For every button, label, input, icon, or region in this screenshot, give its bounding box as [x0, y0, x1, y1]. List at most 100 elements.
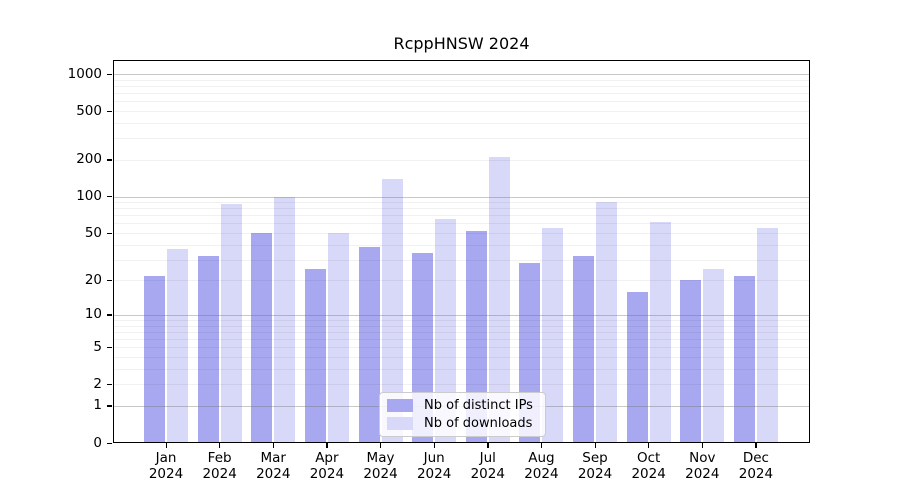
minor-gridline [114, 325, 809, 327]
x-tick-label: Dec 2024 [724, 450, 788, 482]
x-tick-label: May 2024 [349, 450, 413, 482]
x-tick-label: Sep 2024 [563, 450, 627, 482]
minor-gridline [114, 101, 809, 103]
y-tick-label: 1 [93, 397, 102, 414]
x-tick [219, 443, 221, 448]
y-tick-label: 20 [84, 271, 102, 288]
bar-downloads-oct [649, 221, 671, 443]
legend-label-distinct-ips: Nb of distinct IPs [424, 398, 533, 413]
x-tick-label: Feb 2024 [188, 450, 252, 482]
bar-downloads-jun [435, 219, 457, 443]
x-tick-year: 2024 [202, 465, 237, 482]
bar-downloads-aug [542, 228, 564, 443]
y-tick-label: 100 [76, 188, 102, 205]
y-tick [107, 196, 112, 198]
minor-gridline [114, 138, 809, 140]
major-gridline [114, 314, 809, 316]
x-tick-year: 2024 [416, 465, 452, 482]
y-tick [107, 383, 112, 386]
major-gridline [114, 74, 809, 76]
bar-downloads-jul [488, 157, 510, 443]
bar-downloads-feb [220, 203, 242, 443]
x-tick-month: Mar [260, 450, 286, 466]
x-tick [648, 443, 650, 448]
x-tick [701, 443, 704, 448]
minor-gridline [114, 111, 809, 113]
bar-downloads-mar [274, 196, 296, 443]
y-tick-label: 500 [76, 102, 102, 119]
x-tick-month: Jan [155, 450, 177, 466]
bar-distinct-ips-feb [197, 256, 219, 443]
y-tick [107, 314, 112, 316]
x-tick [487, 443, 489, 448]
minor-gridline [114, 357, 809, 359]
legend-label-downloads: Nb of downloads [424, 416, 533, 431]
x-tick-label: Jun 2024 [402, 450, 466, 482]
minor-gridline [114, 223, 809, 225]
x-tick-month: Jun [423, 450, 445, 466]
y-tick-label: 200 [76, 151, 102, 168]
bar-distinct-ips-oct [626, 291, 648, 443]
x-tick-year: 2024 [685, 465, 720, 482]
bar-distinct-ips-jul [465, 230, 487, 443]
minor-gridline [114, 331, 809, 333]
x-tick [755, 443, 757, 448]
minor-gridline [114, 122, 809, 124]
x-tick-year: 2024 [148, 465, 184, 482]
x-tick-month: Sep [582, 450, 608, 466]
bar-distinct-ips-nov [680, 280, 702, 443]
x-tick-month: Aug [528, 450, 555, 466]
x-tick [433, 443, 435, 448]
x-tick-month: Apr [315, 450, 339, 466]
y-tick-label: 1000 [67, 65, 102, 82]
major-gridline [114, 196, 809, 198]
y-tick [107, 232, 112, 234]
x-tick-year: 2024 [470, 465, 505, 482]
y-tick [107, 346, 112, 349]
x-tick-month: Dec [742, 450, 769, 466]
minor-gridline [114, 79, 809, 81]
x-tick-year: 2024 [363, 465, 398, 482]
minor-gridline [114, 202, 809, 204]
y-tick-label: 10 [84, 306, 102, 323]
y-tick-label: 50 [84, 224, 102, 241]
x-tick-label: Jul 2024 [456, 450, 520, 482]
x-tick [165, 443, 167, 448]
y-tick-label: 5 [93, 338, 102, 355]
minor-gridline [114, 208, 809, 210]
x-tick-month: May [366, 450, 395, 466]
bar-distinct-ips-apr [304, 269, 326, 443]
x-tick-year: 2024 [524, 465, 559, 482]
legend-row-distinct-ips: Nb of distinct IPs [387, 398, 533, 413]
bar-downloads-apr [327, 233, 349, 443]
x-tick [380, 443, 382, 448]
x-tick-month: Nov [689, 450, 716, 466]
bar-downloads-dec [756, 228, 778, 443]
x-tick-label: Nov 2024 [670, 450, 734, 482]
x-tick-year: 2024 [738, 465, 774, 482]
minor-gridline [114, 320, 809, 322]
legend-row-downloads: Nb of downloads [387, 416, 533, 431]
x-tick-month: Jul [479, 450, 496, 466]
x-tick-year: 2024 [577, 465, 613, 482]
minor-gridline [114, 280, 809, 282]
y-tick-label: 2 [93, 375, 102, 392]
legend-swatch-distinct-ips [387, 399, 413, 412]
minor-gridline [114, 85, 809, 87]
y-tick [107, 442, 112, 444]
x-tick-year: 2024 [309, 465, 345, 482]
legend: Nb of distinct IPs Nb of downloads [379, 392, 546, 437]
minor-gridline [114, 259, 809, 261]
minor-gridline [114, 93, 809, 95]
y-tick [107, 73, 112, 75]
x-tick-label: Mar 2024 [241, 450, 305, 482]
x-tick-month: Oct [636, 450, 661, 466]
y-tick [107, 110, 112, 112]
bar-distinct-ips-dec [733, 275, 755, 443]
minor-gridline [114, 384, 809, 386]
bar-downloads-jan [167, 248, 188, 443]
x-tick-label: Oct 2024 [617, 450, 681, 482]
minor-gridline [114, 215, 809, 217]
y-tick [107, 279, 112, 282]
